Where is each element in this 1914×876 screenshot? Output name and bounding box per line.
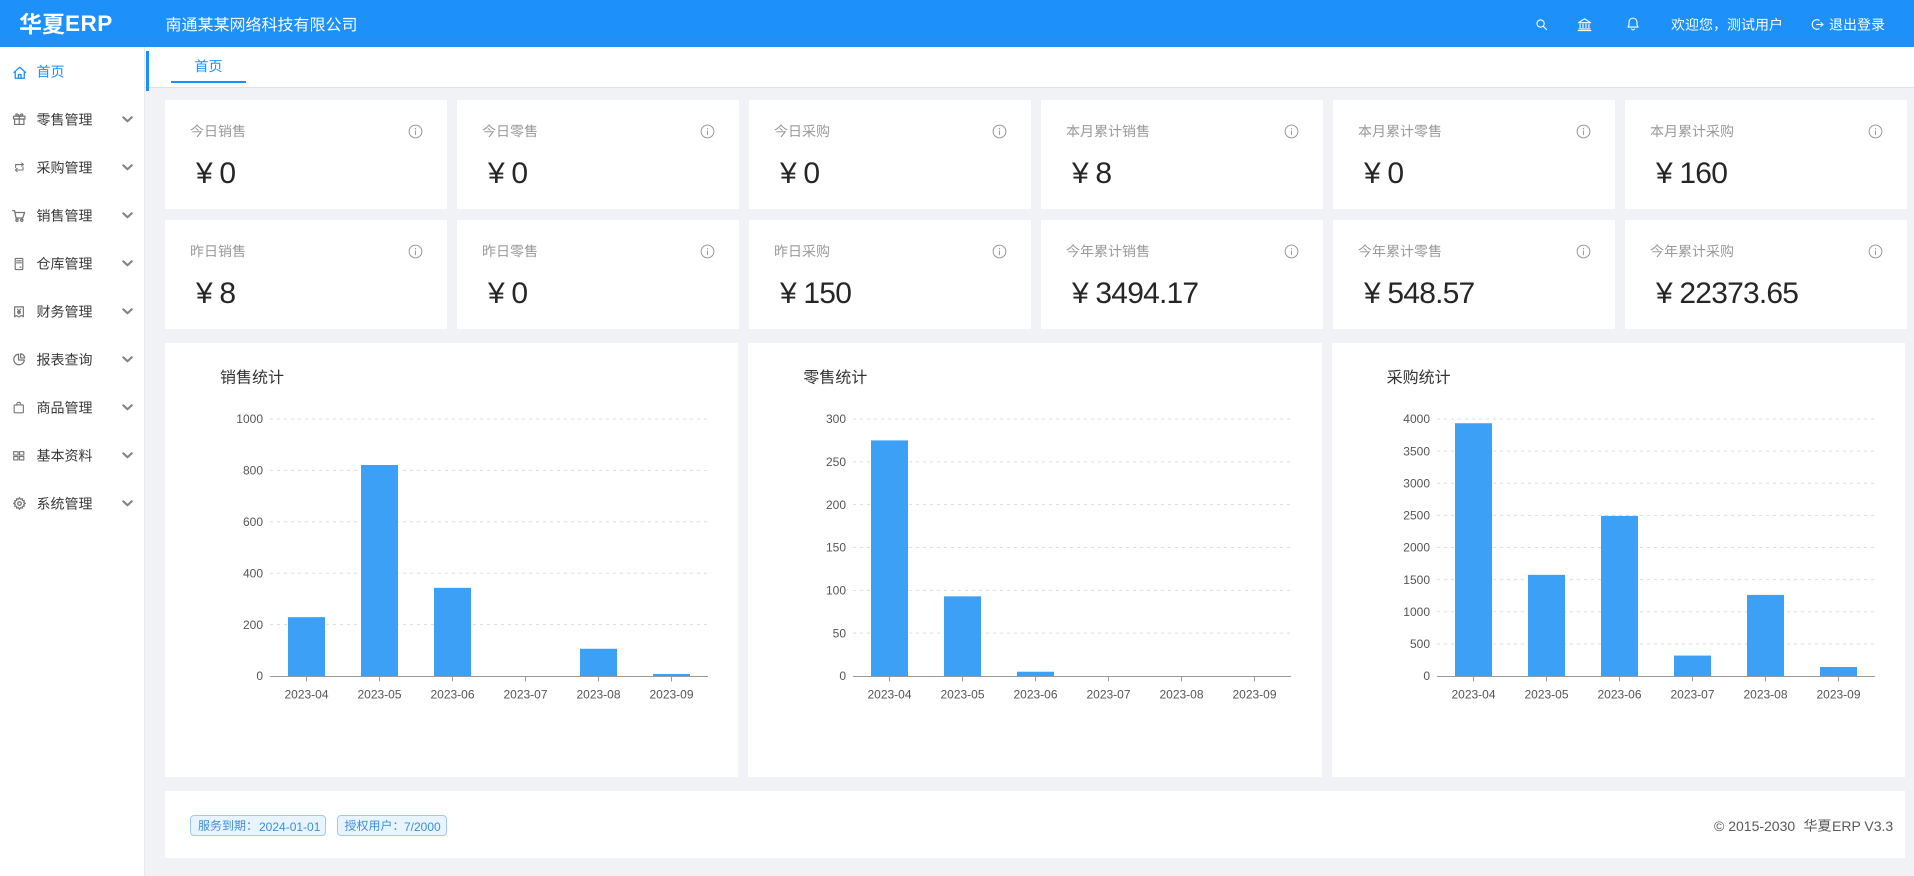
svg-text:2023-05: 2023-05 xyxy=(1524,688,1568,702)
svg-text:0: 0 xyxy=(1423,669,1430,683)
svg-text:2023-07: 2023-07 xyxy=(1087,688,1131,702)
svg-text:2023-06: 2023-06 xyxy=(1597,688,1641,702)
svg-text:2023-05: 2023-05 xyxy=(941,688,985,702)
svg-text:2023-04: 2023-04 xyxy=(868,688,912,702)
svg-text:300: 300 xyxy=(826,412,846,426)
svg-text:2000: 2000 xyxy=(1403,541,1430,555)
svg-text:150: 150 xyxy=(826,541,846,555)
svg-text:2023-09: 2023-09 xyxy=(1816,688,1860,702)
svg-text:2023-06: 2023-06 xyxy=(1014,688,1058,702)
svg-text:2023-07: 2023-07 xyxy=(1670,688,1714,702)
svg-text:1500: 1500 xyxy=(1403,573,1430,587)
svg-text:400: 400 xyxy=(243,566,263,580)
svg-text:200: 200 xyxy=(826,498,846,512)
svg-text:2023-07: 2023-07 xyxy=(503,688,547,702)
svg-text:800: 800 xyxy=(243,464,263,478)
svg-text:2023-06: 2023-06 xyxy=(430,688,474,702)
svg-text:2023-08: 2023-08 xyxy=(1743,688,1787,702)
svg-text:1000: 1000 xyxy=(236,412,263,426)
svg-text:4000: 4000 xyxy=(1403,412,1430,426)
svg-text:600: 600 xyxy=(243,515,263,529)
svg-text:100: 100 xyxy=(826,584,846,598)
svg-text:2023-09: 2023-09 xyxy=(649,688,693,702)
svg-text:3000: 3000 xyxy=(1403,476,1430,490)
svg-text:3500: 3500 xyxy=(1403,444,1430,458)
svg-text:2023-04: 2023-04 xyxy=(284,688,328,702)
svg-text:2023-08: 2023-08 xyxy=(576,688,620,702)
svg-text:500: 500 xyxy=(1410,637,1430,651)
svg-text:0: 0 xyxy=(256,669,263,683)
svg-text:2023-09: 2023-09 xyxy=(1233,688,1277,702)
svg-text:250: 250 xyxy=(826,455,846,469)
svg-text:2023-08: 2023-08 xyxy=(1160,688,1204,702)
svg-text:0: 0 xyxy=(840,669,847,683)
svg-text:2500: 2500 xyxy=(1403,509,1430,523)
svg-text:2023-05: 2023-05 xyxy=(357,688,401,702)
svg-text:50: 50 xyxy=(833,626,847,640)
svg-text:1000: 1000 xyxy=(1403,605,1430,619)
svg-text:200: 200 xyxy=(243,618,263,632)
svg-text:2023-04: 2023-04 xyxy=(1451,688,1495,702)
